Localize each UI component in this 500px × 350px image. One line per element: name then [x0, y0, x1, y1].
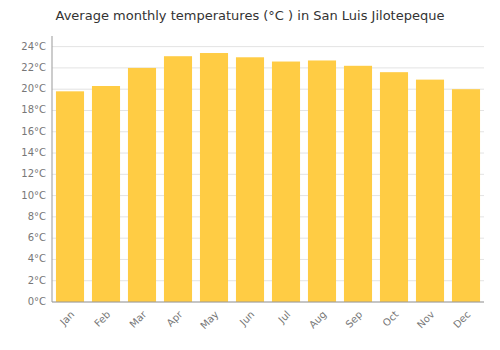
- x-tick-label: Aug: [307, 309, 329, 331]
- y-axis-line: [52, 36, 53, 302]
- bar: [200, 53, 228, 302]
- y-grid: [52, 47, 484, 302]
- x-tick-label: Jan: [57, 309, 76, 328]
- y-tick-label: 0°C: [28, 296, 46, 307]
- x-tick-label: Jul: [275, 309, 292, 326]
- y-tick-label: 14°C: [21, 147, 46, 158]
- x-tick-label: May: [198, 309, 220, 331]
- bar: [380, 72, 408, 302]
- bar: [452, 89, 480, 302]
- bar: [236, 57, 264, 302]
- x-tick-labels: Jan Feb Mar Apr May Jun Jul Aug Sep Oct Nov Dec: [57, 308, 472, 331]
- bar: [272, 62, 300, 302]
- page: {"chart_data": {"type": "bar", "title": …: [0, 0, 500, 350]
- grid-line: [52, 46, 484, 47]
- bar: [308, 60, 336, 302]
- y-tick-labels: 0°C 2°C 4°C 6°C 8°C 10°C 12°C 14°C 16°C 18°C 20°C 2…: [21, 41, 46, 307]
- y-tick-label: 8°C: [28, 211, 46, 222]
- y-tick-label: 10°C: [21, 190, 46, 201]
- y-tick-label: 2°C: [28, 275, 46, 286]
- bar: [344, 66, 372, 302]
- y-tick-label: 16°C: [21, 126, 46, 137]
- bar: [92, 86, 120, 302]
- grid-line: [52, 67, 484, 68]
- y-tick-label: 20°C: [21, 83, 46, 94]
- x-tick-label: Oct: [380, 309, 400, 329]
- x-axis-line: [52, 302, 484, 303]
- y-tick-label: 18°C: [21, 104, 46, 115]
- bar: [164, 56, 192, 302]
- x-tick-label: Apr: [164, 308, 185, 329]
- y-tick-label: 12°C: [21, 168, 46, 179]
- x-tick-label: Sep: [343, 309, 364, 330]
- bar: [56, 91, 84, 302]
- y-tick-label: 22°C: [21, 62, 46, 73]
- x-tick-label: Jun: [237, 309, 257, 329]
- x-tick-label: Nov: [415, 309, 437, 331]
- y-tick-label: 24°C: [21, 41, 46, 52]
- x-tick-label: Feb: [92, 309, 112, 329]
- y-tick-label: 6°C: [28, 232, 46, 243]
- title: Average monthly temperatures (°C ) in Sa…: [56, 8, 445, 23]
- bar: [128, 68, 156, 302]
- bar: [416, 80, 444, 302]
- grid-line: [52, 302, 484, 303]
- x-tick-label: Dec: [451, 309, 472, 330]
- bars: [56, 53, 480, 302]
- x-tick-label: Mar: [127, 308, 149, 330]
- y-tick-label: 4°C: [28, 253, 46, 264]
- chart: 0°C 2°C 4°C 6°C 8°C 10°C 12°C 14°C 16°C 18°C 20°C 2…: [0, 0, 500, 350]
